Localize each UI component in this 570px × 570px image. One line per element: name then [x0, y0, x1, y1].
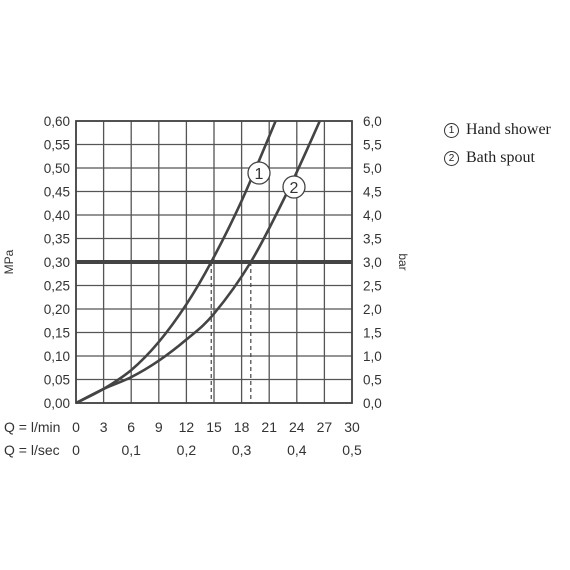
x-tick-label-lmin: 30 — [344, 419, 360, 435]
x-tick-label-lsec: 0,1 — [121, 442, 141, 458]
y-tick-label-bar: 5,0 — [363, 161, 382, 176]
x-axis-row-label-lsec: Q = l/sec — [4, 442, 60, 458]
y-tick-label-bar: 3,0 — [363, 255, 382, 270]
series-label-1: 1 — [255, 166, 264, 183]
legend-item-bath-spout: 2 Bath spout — [444, 144, 551, 172]
y-tick-label-bar: 4,5 — [363, 185, 382, 200]
x-tick-label-lsec: 0,5 — [342, 442, 362, 458]
y-tick-label-mpa: 0,55 — [44, 138, 70, 153]
y-tick-label-mpa: 0,00 — [44, 396, 70, 411]
y-tick-label-mpa: 0,15 — [44, 326, 70, 341]
x-tick-label-lmin: 0 — [72, 419, 80, 435]
x-tick-label-lmin: 21 — [261, 419, 277, 435]
y-tick-label-mpa: 0,05 — [44, 373, 70, 388]
y-axis-title-right: bar — [396, 253, 410, 270]
x-tick-label-lmin: 9 — [155, 419, 163, 435]
y-tick-label-mpa: 0,25 — [44, 279, 70, 294]
y-tick-label-bar: 4,0 — [363, 208, 382, 223]
legend-label-hand-shower: Hand shower — [466, 121, 551, 138]
x-tick-label-lsec: 0,3 — [232, 442, 252, 458]
y-tick-label-bar: 0,5 — [363, 373, 382, 388]
legend-mark-1: 1 — [444, 122, 459, 138]
y-tick-label-bar: 2,5 — [363, 279, 382, 294]
x-tick-label-lmin: 6 — [127, 419, 135, 435]
y-tick-label-mpa: 0,45 — [44, 185, 70, 200]
legend-mark-2: 2 — [444, 150, 459, 166]
series-label-circle-2 — [282, 175, 306, 199]
x-tick-label-lmin: 3 — [100, 419, 108, 435]
y-tick-label-bar: 1,5 — [363, 326, 382, 341]
y-tick-label-bar: 2,0 — [363, 302, 382, 317]
x-tick-label-lmin: 24 — [289, 419, 305, 435]
legend-label-bath-spout: Bath spout — [466, 149, 535, 166]
y-tick-label-mpa: 0,20 — [44, 302, 70, 317]
y-tick-label-mpa: 0,40 — [44, 208, 70, 223]
x-axis-row-label-lmin: Q = l/min — [4, 419, 60, 435]
y-tick-label-bar: 1,0 — [363, 349, 382, 364]
x-tick-label-lmin: 18 — [234, 419, 250, 435]
x-tick-label-lsec: 0,4 — [287, 442, 307, 458]
y-tick-label-mpa: 0,50 — [44, 161, 70, 176]
x-tick-label-lmin: 15 — [206, 419, 222, 435]
y-tick-label-bar: 6,0 — [363, 114, 382, 129]
x-tick-label-lmin: 12 — [179, 419, 195, 435]
y-tick-label-bar: 5,5 — [363, 138, 382, 153]
legend: 1 Hand shower 2 Bath spout — [444, 116, 551, 172]
series-line-2 — [75, 120, 321, 405]
y-tick-label-bar: 0,0 — [363, 396, 382, 411]
y-tick-label-mpa: 0,60 — [44, 114, 70, 129]
series-label-2: 2 — [290, 180, 299, 197]
y-tick-label-bar: 3,5 — [363, 232, 382, 247]
y-tick-label-mpa: 0,30 — [44, 255, 70, 270]
x-tick-label-lsec: 0 — [72, 442, 80, 458]
y-axis-title-left: MPa — [2, 249, 16, 274]
y-tick-label-mpa: 0,35 — [44, 232, 70, 247]
y-tick-label-mpa: 0,10 — [44, 349, 70, 364]
x-tick-label-lmin: 27 — [317, 419, 333, 435]
legend-item-hand-shower: 1 Hand shower — [444, 116, 551, 144]
x-tick-label-lsec: 0,2 — [177, 442, 197, 458]
series-label-circle-1 — [247, 161, 271, 185]
